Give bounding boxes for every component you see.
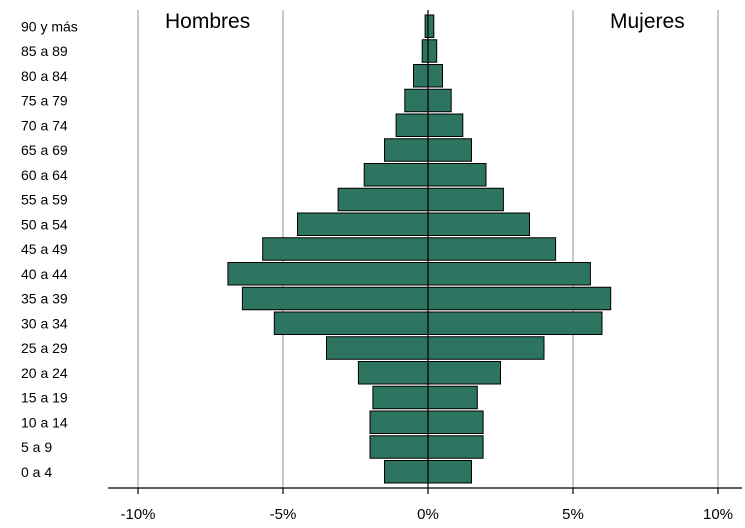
bar-hombres-15: [372, 385, 429, 410]
category-label-8: 50 a 54: [21, 216, 68, 232]
bar-hombres-9: [262, 237, 429, 261]
bar-hombres-3: [404, 88, 429, 113]
tick-label-1: -5%: [270, 506, 297, 523]
bar-mujeres-17: [427, 435, 484, 459]
bar-hombres-7: [337, 187, 429, 212]
bar-mujeres-4: [427, 113, 464, 137]
bar-hombres-4: [395, 113, 429, 137]
bar-hombres-1: [421, 39, 429, 63]
category-label-10: 40 a 44: [21, 266, 68, 282]
bars: [227, 14, 612, 484]
bar-mujeres-6: [427, 163, 487, 187]
category-label-12: 30 a 34: [21, 315, 68, 331]
tick-label-2: 0%: [417, 506, 439, 523]
bar-mujeres-13: [427, 336, 545, 360]
x-axis: -10% -5% 0% 5% 10%: [108, 10, 742, 523]
tick-label-0: -10%: [120, 506, 155, 523]
series-label-mujeres: Mujeres: [610, 10, 685, 33]
category-label-13: 25 a 29: [21, 340, 68, 356]
bar-mujeres-18: [427, 460, 472, 484]
bar-hombres-12: [273, 311, 429, 335]
bar-mujeres-14: [427, 361, 501, 385]
category-label-14: 20 a 24: [21, 365, 68, 381]
bar-hombres-14: [357, 361, 429, 385]
bar-hombres-5: [384, 138, 429, 162]
category-label-2: 80 a 84: [21, 68, 68, 84]
bar-mujeres-2: [427, 64, 443, 88]
bar-mujeres-0: [427, 14, 435, 38]
bar-hombres-11: [241, 286, 429, 311]
tick-label-3: 5%: [562, 506, 584, 523]
bar-hombres-16: [369, 410, 429, 434]
bar-mujeres-3: [427, 88, 452, 113]
category-label-6: 60 a 64: [21, 167, 68, 183]
bar-mujeres-7: [427, 187, 504, 212]
category-label-15: 15 a 19: [21, 390, 68, 406]
bar-mujeres-10: [427, 262, 591, 286]
grid-lines: [137, 10, 719, 488]
tick-label-4: 10%: [703, 506, 733, 523]
bar-mujeres-9: [427, 237, 557, 261]
category-labels: 90 y más 85 a 89 80 a 84 75 a 79 70 a 74 65 a…: [21, 18, 78, 480]
category-label-1: 85 a 89: [21, 43, 68, 59]
bar-mujeres-11: [427, 286, 612, 311]
category-label-17: 5 a 9: [21, 439, 52, 455]
bar-hombres-13: [326, 336, 429, 360]
bar-mujeres-5: [427, 138, 472, 162]
series-label-hombres: Hombres: [165, 10, 250, 33]
category-label-7: 55 a 59: [21, 192, 68, 208]
category-label-16: 10 a 14: [21, 414, 68, 430]
bar-hombres-17: [369, 435, 429, 459]
category-label-9: 45 a 49: [21, 241, 68, 257]
bar-mujeres-1: [427, 39, 438, 63]
bar-hombres-8: [297, 212, 429, 236]
bar-hombres-10: [227, 262, 429, 286]
bar-mujeres-8: [427, 212, 530, 236]
category-label-11: 35 a 39: [21, 291, 68, 307]
bar-hombres-6: [363, 163, 429, 187]
bar-mujeres-16: [427, 410, 484, 434]
bar-hombres-18: [384, 460, 429, 484]
category-label-3: 75 a 79: [21, 93, 68, 109]
category-label-0: 90 y más: [21, 18, 78, 34]
bar-hombres-2: [413, 64, 429, 88]
category-label-5: 65 a 69: [21, 142, 68, 158]
bar-mujeres-15: [427, 385, 478, 410]
category-label-4: 70 a 74: [21, 117, 68, 133]
category-label-18: 0 a 4: [21, 464, 52, 480]
bar-mujeres-12: [427, 311, 603, 335]
